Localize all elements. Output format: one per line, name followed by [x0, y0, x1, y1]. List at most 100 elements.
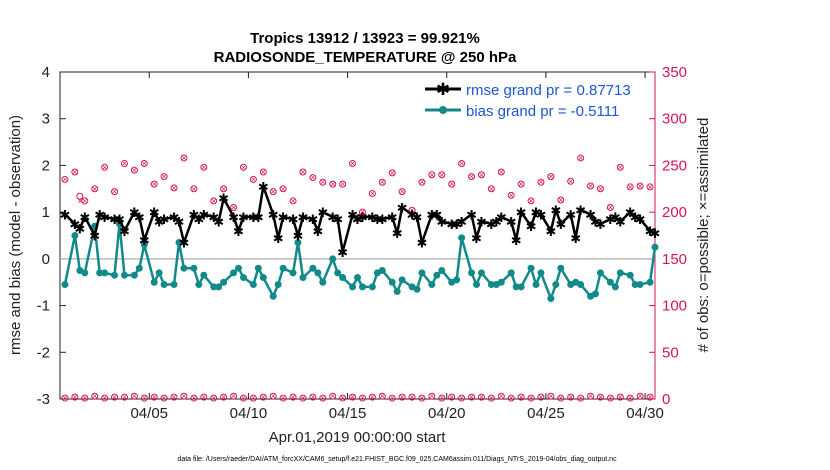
obs-possible-point: [517, 393, 525, 401]
obs-assimilated-bottom-point: ×: [380, 391, 385, 401]
obs-assimilated-bottom-point: ×: [578, 393, 583, 403]
obs-possible-point: [577, 394, 585, 402]
obs-assimilated-bottom-point: ×: [360, 393, 365, 403]
bias-point: [537, 269, 545, 277]
obs-possible-point: [349, 393, 357, 401]
rmse-point: ✱: [268, 207, 279, 222]
obs-possible-point: [319, 394, 327, 402]
obs-assimilated-bottom-point: ×: [231, 391, 236, 401]
rmse-point: ✱: [169, 210, 180, 225]
obs-possible-point: [616, 163, 624, 171]
obs-possible-point: [587, 392, 595, 400]
obs-possible-point: [349, 160, 357, 168]
rmse-point: ✱: [134, 210, 145, 225]
rmse-point: ✱: [550, 203, 561, 218]
obs-assimilated-bottom-point: ×: [132, 391, 137, 401]
obs-possible-point: [160, 394, 168, 402]
obs-assimilated-point: ×: [449, 179, 454, 189]
obs-assimilated-bottom-point: ×: [459, 393, 464, 403]
obs-possible-point: [120, 393, 128, 401]
obs-possible-point: [239, 163, 247, 171]
obs-possible-point: [259, 393, 267, 401]
obs-assimilated-point: ×: [618, 162, 623, 172]
obs-assimilated-point: ×: [271, 187, 276, 197]
left-tick-label: 0: [42, 251, 50, 268]
rmse-point: ✱: [307, 212, 318, 227]
obs-assimilated-bottom-point: ×: [499, 391, 504, 401]
obs-possible-point: [527, 394, 535, 402]
bias-point: [334, 269, 342, 277]
rmse-point: ✱: [506, 214, 517, 229]
obs-assimilated-point: ×: [409, 205, 414, 215]
obs-possible-point: [91, 185, 99, 193]
bias-point: [235, 264, 242, 272]
obs-possible-point: [507, 191, 515, 199]
legend-rmse-marker: ✱: [436, 80, 450, 99]
obs-assimilated-bottom-point: ×: [271, 391, 276, 401]
obs-possible-point: [111, 188, 119, 196]
obs-assimilated-point: ×: [112, 187, 117, 197]
legend: ✱ rmse grand pr = 0.87713 bias grand pr …: [425, 80, 631, 120]
bias-point: [96, 269, 104, 277]
rmse-point: ✱: [625, 205, 636, 220]
legend-rmse-label: rmse grand pr = 0.87713: [466, 82, 631, 99]
obs-possible-point: [646, 393, 654, 401]
bias-point: [120, 271, 128, 279]
bias-point: [130, 271, 138, 279]
rmse-point: ✱: [159, 212, 170, 227]
rmse-point: ✱: [357, 210, 368, 225]
left-axis: -3 -2 -1 0 1 2 3 4: [37, 64, 66, 408]
rmse-point: ✱: [451, 217, 462, 232]
x-tick-label: 04/05: [130, 405, 168, 422]
rmse-point: ✱: [114, 212, 125, 227]
obs-assimilated-point: ×: [637, 181, 642, 191]
rmse-point: ✱: [213, 214, 224, 229]
obs-assimilated-point: ×: [399, 187, 404, 197]
bias-point: [254, 264, 262, 272]
rmse-point: ✱: [337, 245, 348, 260]
obs-possible-point: [448, 180, 456, 188]
left-tick-label: -1: [37, 298, 50, 315]
obs-possible-point: [289, 197, 297, 205]
obs-assimilated-bottom-point: ×: [419, 393, 424, 403]
rmse-point: ✱: [89, 229, 100, 244]
obs-possible-point: [140, 160, 148, 168]
rmse-point: ✱: [387, 210, 398, 225]
obs-possible-point: [150, 180, 158, 188]
bias-point: [319, 278, 327, 286]
rmse-point: ✱: [570, 231, 581, 246]
obs-possible-point: [210, 394, 218, 402]
obs-assimilated-bottom-point: ×: [340, 393, 345, 403]
obs-assimilated-bottom-point: ×: [647, 392, 652, 402]
obs-possible-point: [388, 394, 396, 402]
obs-possible-point: [428, 392, 436, 400]
bias-point: [215, 283, 223, 291]
rmse-point: ✱: [94, 207, 105, 222]
obs-assimilated-point: ×: [211, 196, 216, 206]
rmse-point: ✱: [645, 224, 656, 239]
obs-possible-point: [497, 168, 505, 176]
obs-possible-point: [299, 394, 307, 402]
obs-possible-point: [120, 160, 128, 168]
bias-point: [636, 281, 644, 289]
obs-possible-point: [160, 173, 168, 181]
rmse-point: ✱: [392, 226, 403, 241]
obs-possible-point: [329, 180, 337, 188]
rmse-point: ✱: [69, 217, 80, 232]
bias-point: [135, 264, 143, 272]
obs-possible-point: [378, 178, 386, 186]
obs-assimilated-point: ×: [181, 153, 186, 163]
bias-point: [453, 276, 461, 284]
obs-assimilated-bottom-point: ×: [102, 393, 107, 403]
rmse-point: ✱: [273, 231, 284, 246]
obs-assimilated-point: ×: [300, 167, 305, 177]
obs-possible-point: [448, 393, 456, 401]
obs-possible-point: [200, 163, 208, 171]
obs-possible-point: [398, 393, 406, 401]
obs-possible-point: [190, 394, 198, 402]
obs-possible-point: [220, 185, 228, 193]
obs-assimilated-bottom-point: ×: [62, 393, 67, 403]
bias-point: [512, 283, 520, 291]
obs-assimilated-point: ×: [122, 159, 127, 169]
bias-point: [611, 283, 619, 291]
